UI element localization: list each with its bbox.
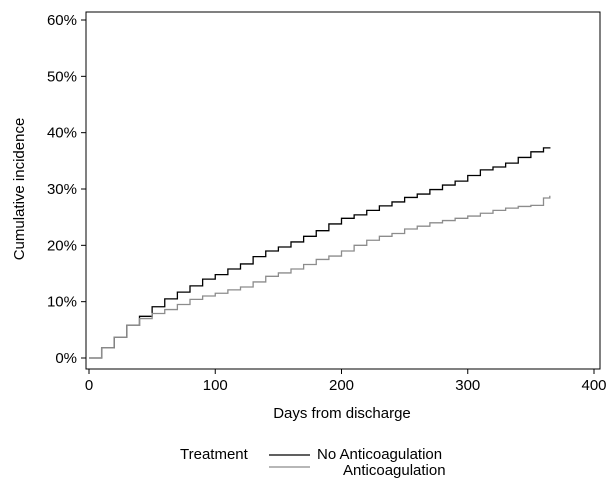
y-axis-title: Cumulative incidence [11,118,28,261]
series-line-anticoagulation [89,195,551,359]
y-tick-label: 40% [47,125,77,142]
x-tick-label: 300 [455,377,480,394]
x-tick-label: 0 [85,377,93,394]
y-tick-label: 20% [47,237,77,254]
y-tick-label: 10% [47,294,77,311]
legend-title: Treatment [180,446,249,463]
x-axis: 0 100 200 300 400 [85,369,607,394]
y-axis: 0% 10% 20% 30% 40% 50% 60% [47,12,86,367]
y-tick-label: 30% [47,181,77,198]
y-tick-label: 60% [47,12,77,29]
plot-frame [85,11,601,370]
series-layer [89,147,551,359]
series-line-no-anticoagulation [89,147,551,359]
x-tick-label: 100 [203,377,228,394]
legend-label-no-anticoagulation: No Anticoagulation [317,446,442,463]
legend-label-anticoagulation: Anticoagulation [343,462,446,479]
legend: Treatment No Anticoagulation Anticoagula… [180,446,446,479]
y-tick-label: 0% [55,350,77,367]
x-tick-label: 200 [329,377,354,394]
x-axis-title: Days from discharge [273,405,411,422]
y-tick-label: 50% [47,68,77,85]
x-tick-label: 400 [581,377,606,394]
